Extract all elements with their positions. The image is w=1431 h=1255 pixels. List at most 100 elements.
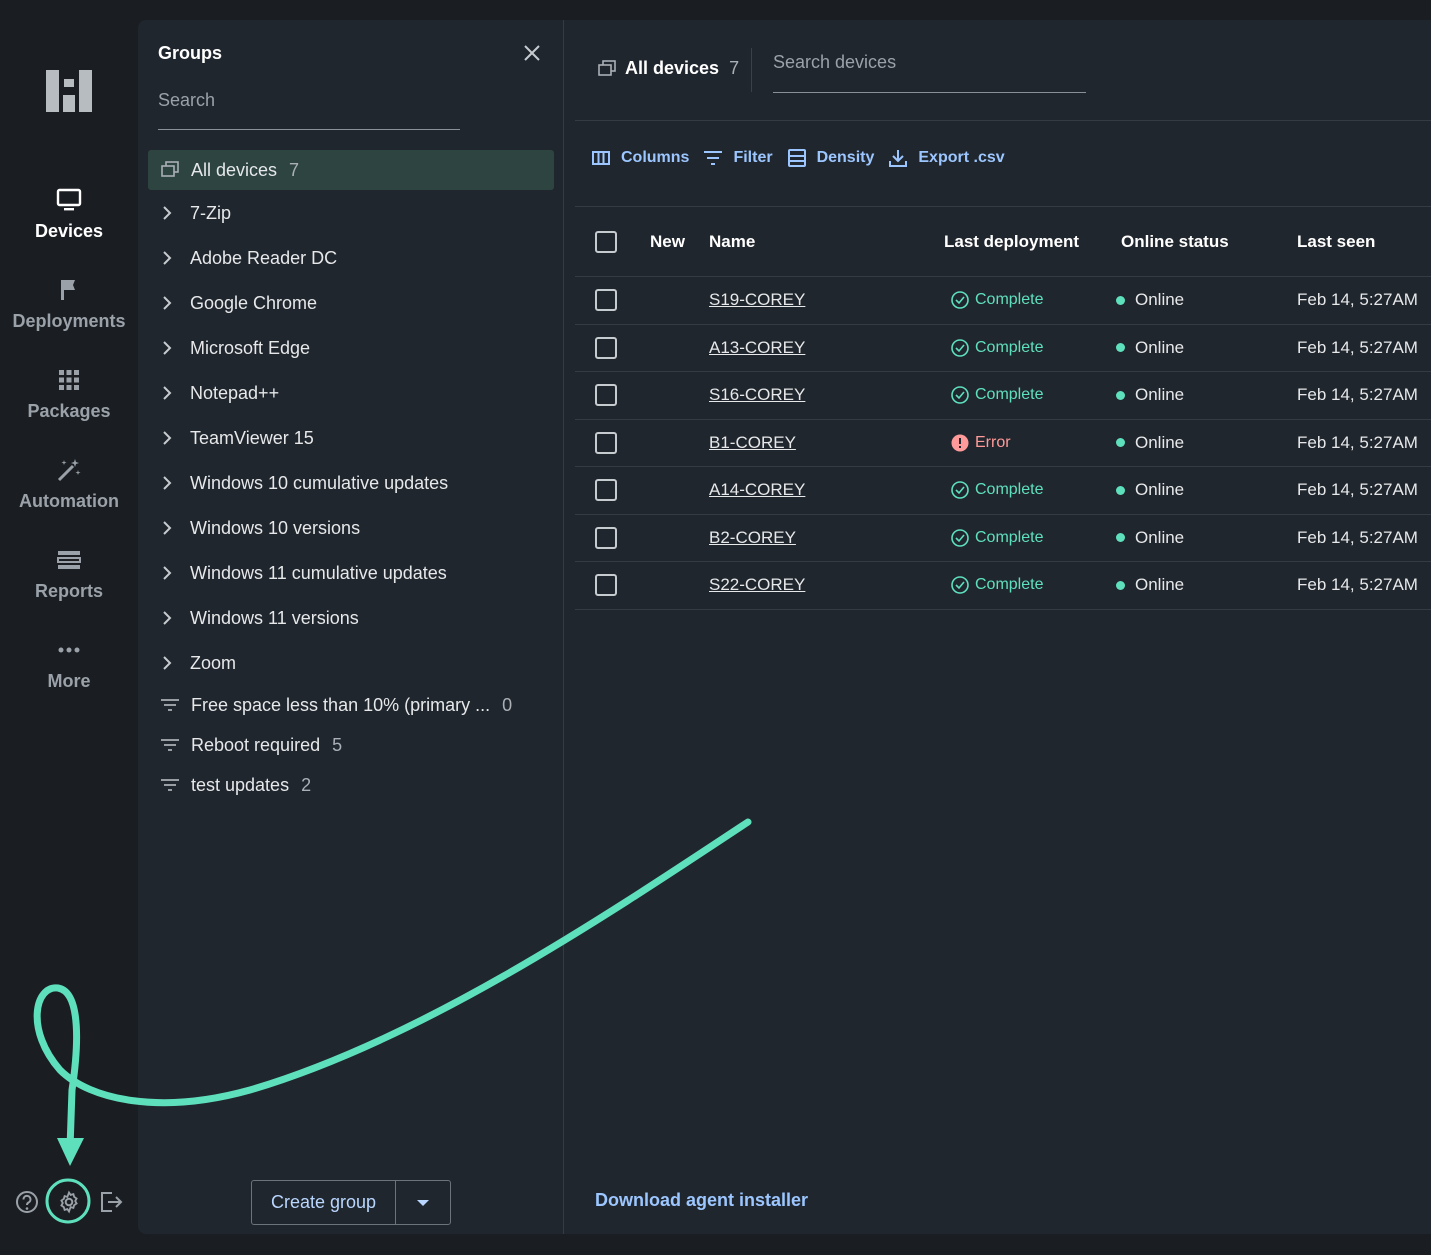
- group-item[interactable]: Adobe Reader DC: [148, 238, 554, 278]
- chevron-right-icon[interactable]: [158, 386, 176, 400]
- group-item[interactable]: Windows 10 cumulative updates: [148, 463, 554, 503]
- chevron-right-icon[interactable]: [158, 431, 176, 445]
- device-name-link[interactable]: A14-COREY: [709, 480, 806, 500]
- device-name-link[interactable]: S16-COREY: [709, 385, 806, 405]
- row-checkbox[interactable]: [595, 526, 617, 549]
- header-last-seen[interactable]: Last seen: [1297, 231, 1376, 251]
- group-item[interactable]: Microsoft Edge: [148, 328, 554, 368]
- group-item-label: Notepad++: [190, 382, 280, 403]
- group-item[interactable]: TeamViewer 15: [148, 418, 554, 458]
- row-checkbox[interactable]: [595, 479, 617, 502]
- group-all-devices-count: 7: [289, 159, 300, 180]
- row-checkbox[interactable]: [595, 574, 617, 597]
- nav-more-label: More: [47, 671, 91, 691]
- check-circle-icon: [951, 576, 969, 595]
- table-row[interactable]: S19-COREY Complete Online Feb 14, 5:27AM: [575, 277, 1431, 325]
- create-group-button[interactable]: Create group: [252, 1181, 396, 1224]
- caret-down-icon: [417, 1199, 429, 1206]
- device-name-link[interactable]: B2-COREY: [709, 527, 796, 547]
- chevron-right-icon[interactable]: [158, 341, 176, 355]
- group-item[interactable]: Google Chrome: [148, 283, 554, 323]
- deployment-status: Complete: [951, 576, 1044, 595]
- group-item[interactable]: Windows 11 cumulative updates: [148, 553, 554, 593]
- nav-packages-label: Packages: [27, 401, 111, 421]
- row-checkbox[interactable]: [595, 289, 617, 312]
- row-checkbox[interactable]: [595, 431, 617, 454]
- device-name-link[interactable]: S19-COREY: [709, 290, 806, 310]
- table-row[interactable]: S22-COREY Complete Online Feb 14, 5:27AM: [575, 562, 1431, 610]
- table-row[interactable]: A13-COREY Complete Online Feb 14, 5:27AM: [575, 325, 1431, 372]
- deployment-status: Error: [951, 434, 1011, 452]
- table-row[interactable]: A14-COREY Complete Online Feb 14, 5:27AM: [575, 467, 1431, 515]
- check-circle-icon: [951, 481, 969, 500]
- create-group-dropdown[interactable]: [396, 1181, 450, 1224]
- chevron-right-icon[interactable]: [158, 656, 176, 670]
- row-checkbox[interactable]: [595, 336, 617, 359]
- chevron-right-icon[interactable]: [158, 476, 176, 490]
- left-rail: Devices Deployments Packages Automation …: [0, 0, 138, 1255]
- nav-more[interactable]: More: [0, 637, 138, 692]
- header-new[interactable]: New: [650, 231, 685, 251]
- last-seen: Feb 14, 5:27AM: [1297, 527, 1418, 547]
- filter-group-item[interactable]: Reboot required 5: [148, 725, 554, 765]
- group-item[interactable]: 7-Zip: [148, 193, 554, 233]
- chevron-right-icon[interactable]: [158, 296, 176, 310]
- deployment-status-label: Complete: [975, 576, 1044, 594]
- select-all-checkbox[interactable]: [595, 230, 617, 253]
- filter-icon: [161, 739, 179, 751]
- logo: [46, 70, 92, 112]
- filter-group-item[interactable]: Free space less than 10% (primary ... 0: [148, 685, 554, 725]
- group-item[interactable]: Notepad++: [148, 373, 554, 413]
- online-status: Online: [1116, 385, 1184, 405]
- groups-search[interactable]: [158, 90, 460, 130]
- table-row[interactable]: S16-COREY Complete Online Feb 14, 5:27AM: [575, 372, 1431, 420]
- help-icon[interactable]: [14, 1183, 40, 1221]
- devices-search[interactable]: [773, 52, 1086, 93]
- chevron-right-icon[interactable]: [158, 521, 176, 535]
- chevron-right-icon[interactable]: [158, 611, 176, 625]
- online-status: Online: [1116, 575, 1184, 595]
- row-checkbox[interactable]: [595, 384, 617, 407]
- export-csv-label: Export .csv: [918, 149, 1005, 166]
- filter-button[interactable]: Filter: [703, 148, 773, 168]
- header-online-status[interactable]: Online status: [1121, 231, 1229, 251]
- last-seen: Feb 14, 5:27AM: [1297, 432, 1418, 452]
- device-name-link[interactable]: B1-COREY: [709, 432, 796, 452]
- header-name[interactable]: Name: [709, 231, 756, 251]
- chevron-right-icon[interactable]: [158, 566, 176, 580]
- nav-devices[interactable]: Devices: [0, 187, 138, 242]
- chevron-right-icon[interactable]: [158, 206, 176, 220]
- filter-group-label: Free space less than 10% (primary ...: [191, 694, 491, 715]
- group-item[interactable]: Zoom: [148, 643, 554, 683]
- online-dot: [1116, 390, 1125, 400]
- online-dot: [1116, 438, 1125, 448]
- group-item[interactable]: Windows 11 versions: [148, 598, 554, 638]
- nav-automation[interactable]: Automation: [0, 457, 138, 512]
- devices-title-label: All devices: [625, 58, 720, 78]
- logout-icon[interactable]: [98, 1183, 124, 1221]
- group-all-devices[interactable]: All devices 7: [148, 150, 554, 190]
- more-dots-icon: [58, 647, 80, 653]
- close-icon[interactable]: [521, 42, 543, 64]
- filter-group-count: 5: [332, 734, 343, 755]
- device-name-link[interactable]: A13-COREY: [709, 337, 806, 357]
- density-button[interactable]: Density: [787, 148, 874, 168]
- chevron-right-icon[interactable]: [158, 251, 176, 265]
- group-item[interactable]: Windows 10 versions: [148, 508, 554, 548]
- filter-group-item[interactable]: test updates 2: [148, 765, 554, 805]
- export-csv-button[interactable]: Export .csv: [888, 148, 1005, 168]
- device-name-link[interactable]: S22-COREY: [709, 575, 806, 595]
- header-last-deployment[interactable]: Last deployment: [944, 231, 1080, 251]
- nav-packages[interactable]: Packages: [0, 367, 138, 422]
- gear-icon[interactable]: [56, 1183, 82, 1221]
- nav-reports[interactable]: Reports: [0, 547, 138, 602]
- columns-button[interactable]: Columns: [591, 148, 689, 168]
- nav-deployments[interactable]: Deployments: [0, 277, 138, 332]
- download-agent-link[interactable]: Download agent installer: [595, 1190, 809, 1210]
- table-row[interactable]: B1-COREY Error Online Feb 14, 5:27AM: [575, 420, 1431, 467]
- groups-search-input[interactable]: [158, 90, 460, 111]
- devices-search-input[interactable]: [773, 52, 1086, 73]
- table-row[interactable]: B2-COREY Complete Online Feb 14, 5:27AM: [575, 515, 1431, 562]
- devices-stack-icon: [161, 161, 179, 177]
- columns-label: Columns: [621, 149, 690, 166]
